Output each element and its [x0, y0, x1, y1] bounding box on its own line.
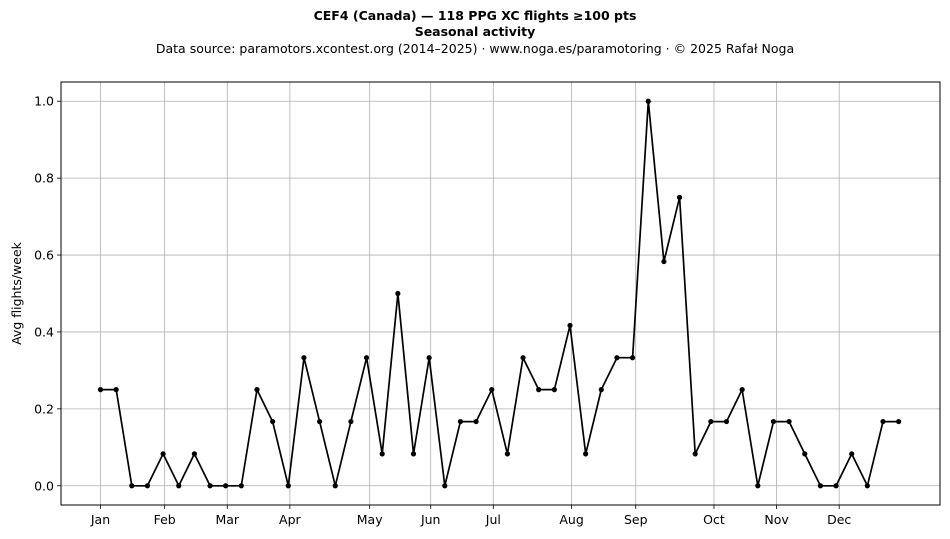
data-point [285, 483, 291, 489]
data-point [223, 483, 229, 489]
data-point [504, 451, 510, 457]
data-point [598, 387, 604, 393]
data-point [426, 355, 432, 361]
data-point [645, 98, 651, 104]
data-point [97, 387, 104, 393]
data-point [270, 418, 276, 425]
data-point [160, 451, 166, 457]
y-tick-label: 0.8 [34, 171, 54, 186]
x-tick-label: Sep [624, 512, 648, 527]
data-point [880, 418, 886, 425]
x-tick-label: Jun [420, 512, 441, 527]
data-point [457, 418, 464, 425]
x-tick-label: Apr [279, 512, 301, 527]
data-point [176, 483, 182, 489]
data-point [567, 322, 573, 329]
data-point [363, 355, 370, 361]
x-tick-label: Nov [764, 512, 789, 527]
chart-source: Data source: paramotors.xcontest.org (20… [155, 41, 795, 56]
data-point [896, 418, 902, 425]
chart-title-block: CEF4 (Canada) — 118 PPG XC flights ≥100 … [0, 8, 950, 58]
data-point [395, 290, 401, 297]
data-point [864, 483, 870, 489]
data-point [113, 387, 119, 393]
x-tick-label: Feb [154, 512, 176, 527]
series-line [100, 100, 899, 487]
x-tick-label: Oct [703, 512, 725, 527]
data-point [630, 355, 636, 361]
data-point [129, 483, 135, 489]
data-point [254, 387, 260, 393]
data-point [301, 355, 307, 361]
y-tick-label: 0.4 [34, 324, 54, 339]
x-tick-label: Jan [90, 512, 110, 527]
data-point [614, 355, 620, 361]
data-point [238, 483, 244, 489]
data-point [536, 387, 542, 393]
y-tick-label: 0.2 [34, 401, 54, 416]
data-point [473, 418, 479, 425]
y-axis-label: Avg flights/week [9, 241, 24, 345]
chart-subtitle: Seasonal activity [414, 24, 536, 39]
data-point [802, 451, 808, 457]
x-tick-label: Jul [485, 512, 501, 527]
data-point [739, 387, 745, 393]
data-point [755, 483, 761, 489]
data-point [489, 387, 495, 393]
data-point [520, 355, 526, 361]
data-point [332, 483, 338, 489]
data-point [770, 418, 777, 425]
data-point [661, 258, 667, 265]
data-point [692, 451, 698, 457]
x-tick-label: Dec [827, 512, 851, 527]
data-point [410, 451, 417, 457]
data-point [207, 483, 213, 489]
data-point [708, 418, 714, 425]
data-point [786, 418, 792, 425]
chart-title: CEF4 (Canada) — 118 PPG XC flights ≥100 … [313, 8, 637, 23]
y-tick-label: 0.0 [34, 478, 54, 493]
x-tick-label: May [357, 512, 383, 527]
data-point [676, 194, 683, 200]
data-point [144, 483, 151, 489]
data-point [723, 418, 730, 425]
data-point [849, 451, 855, 457]
data-point [817, 483, 824, 489]
x-tick-label: Mar [215, 512, 239, 527]
plot-frame [60, 81, 941, 506]
y-tick-label: 0.6 [34, 248, 54, 263]
data-point [551, 387, 557, 393]
data-point [833, 483, 839, 489]
data-point [442, 483, 448, 489]
data-point [379, 451, 385, 457]
data-point [348, 418, 354, 425]
y-tick-label: 1.0 [34, 94, 54, 109]
x-tick-label: Aug [559, 512, 583, 527]
data-point [583, 451, 589, 457]
data-point [317, 418, 323, 425]
data-point [191, 451, 197, 457]
